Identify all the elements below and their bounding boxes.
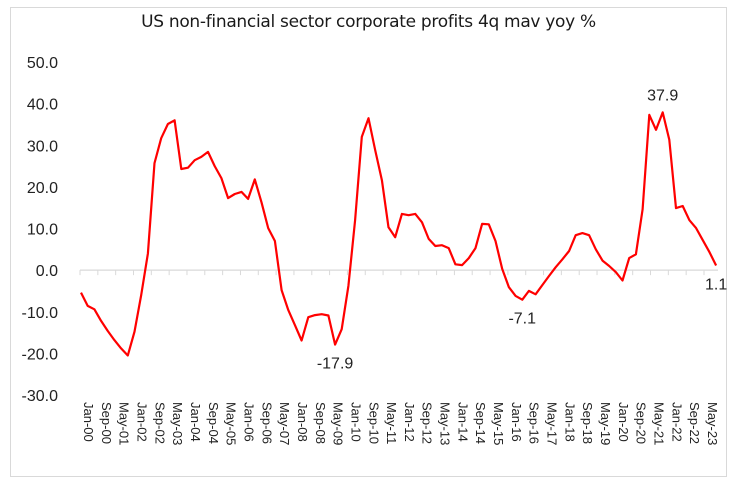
x-tick-label: Sep-08 <box>313 402 328 444</box>
x-axis: Jan-00 Sep-00 May-01 Jan-02 Sep-02 May-03 Jan-… <box>79 269 720 445</box>
x-tick-label: Jan-16 <box>509 402 524 442</box>
chart-title: US non-financial sector corporate profit… <box>141 12 596 32</box>
x-tick-label: Jan-04 <box>188 402 203 442</box>
data-label: -7.1 <box>508 311 536 328</box>
data-label: 37.9 <box>647 87 678 104</box>
x-tick-label: Sep-10 <box>366 402 381 444</box>
x-tick-label: May-15 <box>491 402 506 445</box>
x-tick-label: Jan-20 <box>616 402 631 442</box>
y-tick-label: -20.0 <box>22 346 59 363</box>
x-tick-label: Sep-18 <box>580 402 595 444</box>
y-tick-label: 50.0 <box>27 55 58 72</box>
x-tick-label: May-11 <box>384 402 399 444</box>
x-tick-label: May-05 <box>224 402 239 445</box>
x-tick-label: May-03 <box>170 402 185 445</box>
y-tick-label: 20.0 <box>27 180 58 197</box>
x-tick-label: May-19 <box>598 402 613 445</box>
data-labels: 37.9 -17.9 -7.1 1.1 <box>317 87 728 372</box>
x-tick-label: Sep-20 <box>634 402 649 444</box>
y-tick-label: 0.0 <box>36 263 58 280</box>
x-tick-label: Jan-22 <box>669 402 684 442</box>
y-tick-label: 40.0 <box>27 97 58 114</box>
y-axis: 50.0 40.0 30.0 20.0 10.0 0.0 -10.0 -20.0 -30.0 <box>22 55 59 405</box>
x-tick-label: Jan-12 <box>402 402 417 442</box>
x-tick-label: May-17 <box>545 402 560 445</box>
chart-frame <box>10 7 727 477</box>
x-tick-label: Sep-22 <box>687 402 702 444</box>
x-tick-label: May-13 <box>438 402 453 445</box>
x-tick-label: Jan-18 <box>562 402 577 442</box>
x-tick-label: Sep-16 <box>527 402 542 444</box>
y-tick-label: -10.0 <box>22 305 59 322</box>
series-group <box>80 111 718 357</box>
x-tick-label: May-23 <box>705 402 720 445</box>
x-tick-label: Sep-04 <box>206 402 221 444</box>
x-tick-label: Jan-08 <box>295 402 310 442</box>
x-tick-label: Jan-02 <box>134 402 149 442</box>
y-tick-label: 10.0 <box>27 222 58 239</box>
data-label: 1.1 <box>705 277 727 294</box>
x-tick-label: May-07 <box>277 402 292 445</box>
x-tick-label: Jan-14 <box>455 402 470 442</box>
x-tick-label: Jan-10 <box>348 402 363 442</box>
x-tick-label: Jan-06 <box>241 402 256 442</box>
x-tick-label: Sep-06 <box>259 402 274 444</box>
x-tick-label: Sep-02 <box>152 402 167 444</box>
x-tick-label: Jan-00 <box>81 402 96 442</box>
x-tick-label: May-09 <box>331 402 346 445</box>
x-tick-label: May-01 <box>117 402 132 445</box>
y-tick-label: -30.0 <box>22 388 59 405</box>
x-tick-label: Sep-14 <box>473 402 488 444</box>
series-line <box>80 111 718 357</box>
x-tick-label: May-21 <box>652 402 667 445</box>
data-label: -17.9 <box>317 356 354 373</box>
y-tick-label: 30.0 <box>27 138 58 155</box>
x-tick-label: Sep-12 <box>420 402 435 444</box>
x-tick-label: Sep-00 <box>99 402 114 444</box>
